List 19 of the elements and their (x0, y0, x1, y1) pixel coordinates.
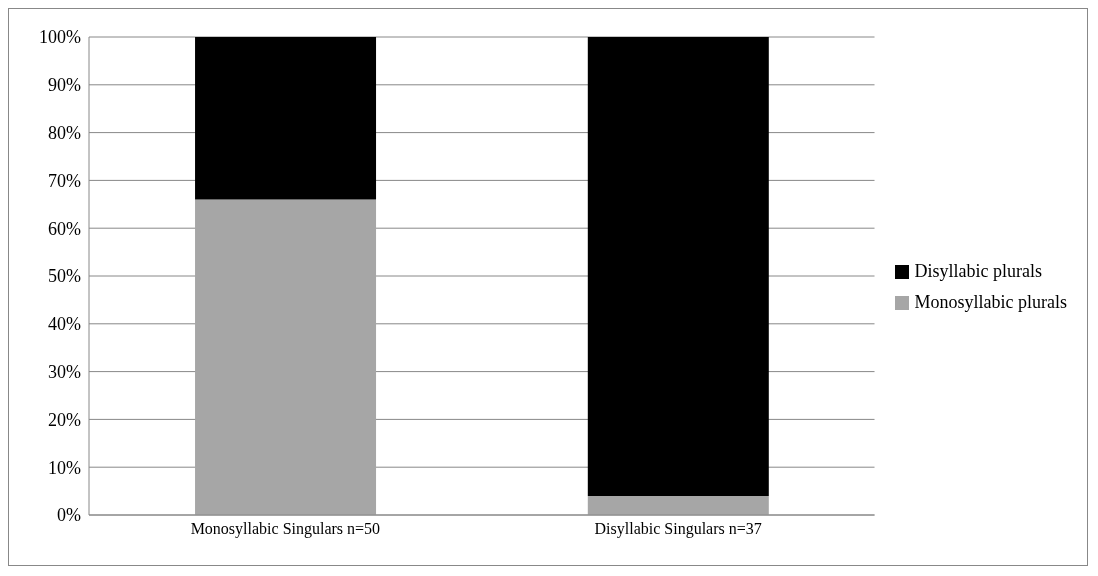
y-tick-label: 30% (48, 361, 81, 382)
y-tick-label: 60% (48, 218, 81, 239)
y-tick-label: 0% (57, 505, 81, 526)
y-tick-label: 70% (48, 170, 81, 191)
y-tick-label: 20% (48, 409, 81, 430)
legend-label: Disyllabic plurals (914, 261, 1042, 282)
bar (195, 37, 377, 200)
legend-label: Monosyllabic plurals (914, 292, 1067, 313)
x-tick-label: Disyllabic Singulars n=37 (594, 520, 762, 539)
bar (587, 37, 769, 496)
y-tick-label: 80% (48, 122, 81, 143)
y-tick-label: 10% (48, 457, 81, 478)
y-tick-label: 50% (48, 266, 81, 287)
y-tick-label: 100% (39, 27, 81, 48)
y-tick-label: 90% (48, 75, 81, 96)
bar (587, 495, 769, 515)
x-tick-label: Monosyllabic Singulars n=50 (190, 520, 381, 539)
y-tick-label: 40% (48, 314, 81, 335)
bar (195, 199, 377, 515)
